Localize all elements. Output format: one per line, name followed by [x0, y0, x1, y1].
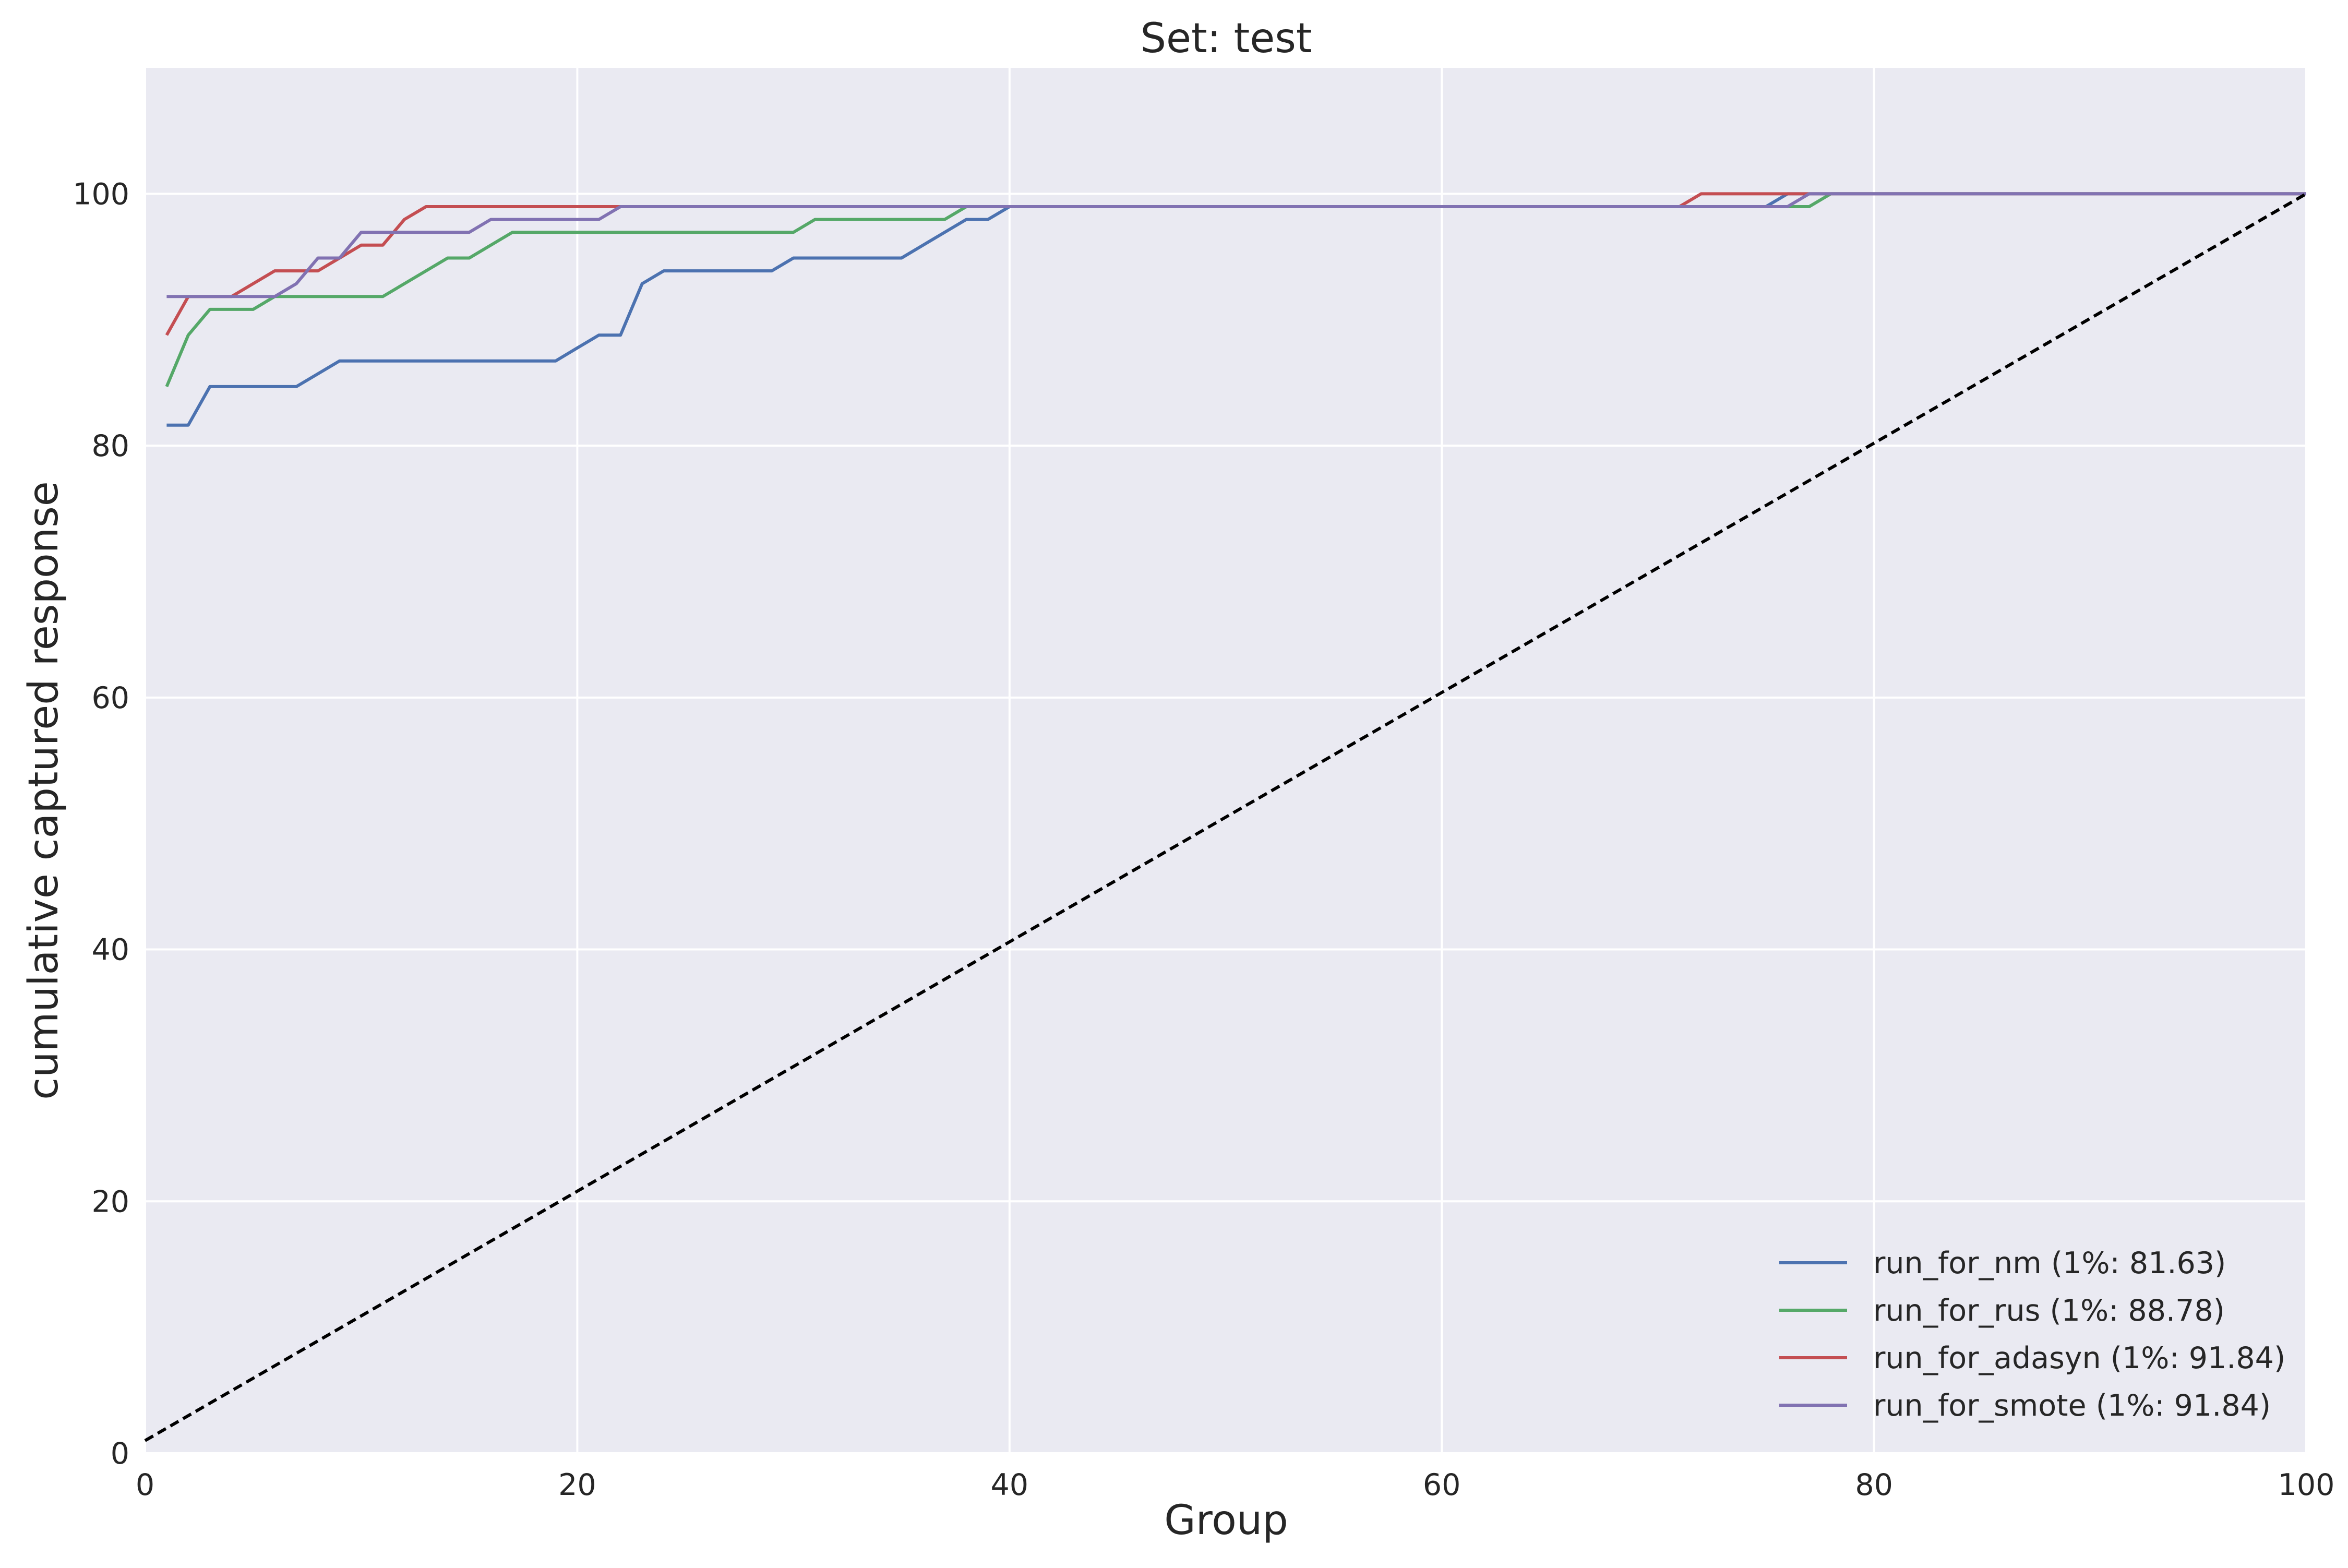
y-tick-label: 20	[91, 1184, 129, 1219]
tick-labels: 0 20 40 60 80 100 0 20 40 60 80 100	[73, 177, 2334, 1502]
series-line-3	[166, 192, 2306, 298]
x-tick-label: 20	[558, 1468, 596, 1502]
y-tick-label: 60	[91, 681, 129, 715]
legend-label-3: run_for_smote (1%: 91.84)	[1873, 1389, 2271, 1423]
x-tick-label: 40	[991, 1468, 1029, 1502]
series-lines	[144, 192, 2307, 1442]
x-tick-label: 100	[2278, 1468, 2335, 1502]
y-tick-label: 100	[73, 177, 129, 211]
x-tick-label: 60	[1423, 1468, 1461, 1502]
x-axis-label: Group	[1164, 1497, 1288, 1544]
y-axis-label: cumulative captured response	[20, 481, 67, 1100]
grid	[144, 68, 2307, 1454]
legend-label-1: run_for_rus (1%: 88.78)	[1873, 1294, 2225, 1328]
x-tick-label: 80	[1855, 1468, 1893, 1502]
legend-label-2: run_for_adasyn (1%: 91.84)	[1873, 1341, 2285, 1375]
plot-background	[145, 68, 2306, 1453]
y-tick-label: 40	[91, 933, 129, 967]
y-tick-label: 0	[111, 1437, 129, 1471]
x-tick-label: 0	[136, 1468, 154, 1502]
legend: run_for_nm (1%: 81.63) run_for_rus (1%: 8…	[1779, 1246, 2285, 1423]
legend-label-0: run_for_nm (1%: 81.63)	[1873, 1246, 2226, 1280]
baseline-line	[144, 192, 2307, 1442]
chart-title: Set: test	[1141, 15, 1312, 62]
y-tick-label: 80	[91, 429, 129, 463]
